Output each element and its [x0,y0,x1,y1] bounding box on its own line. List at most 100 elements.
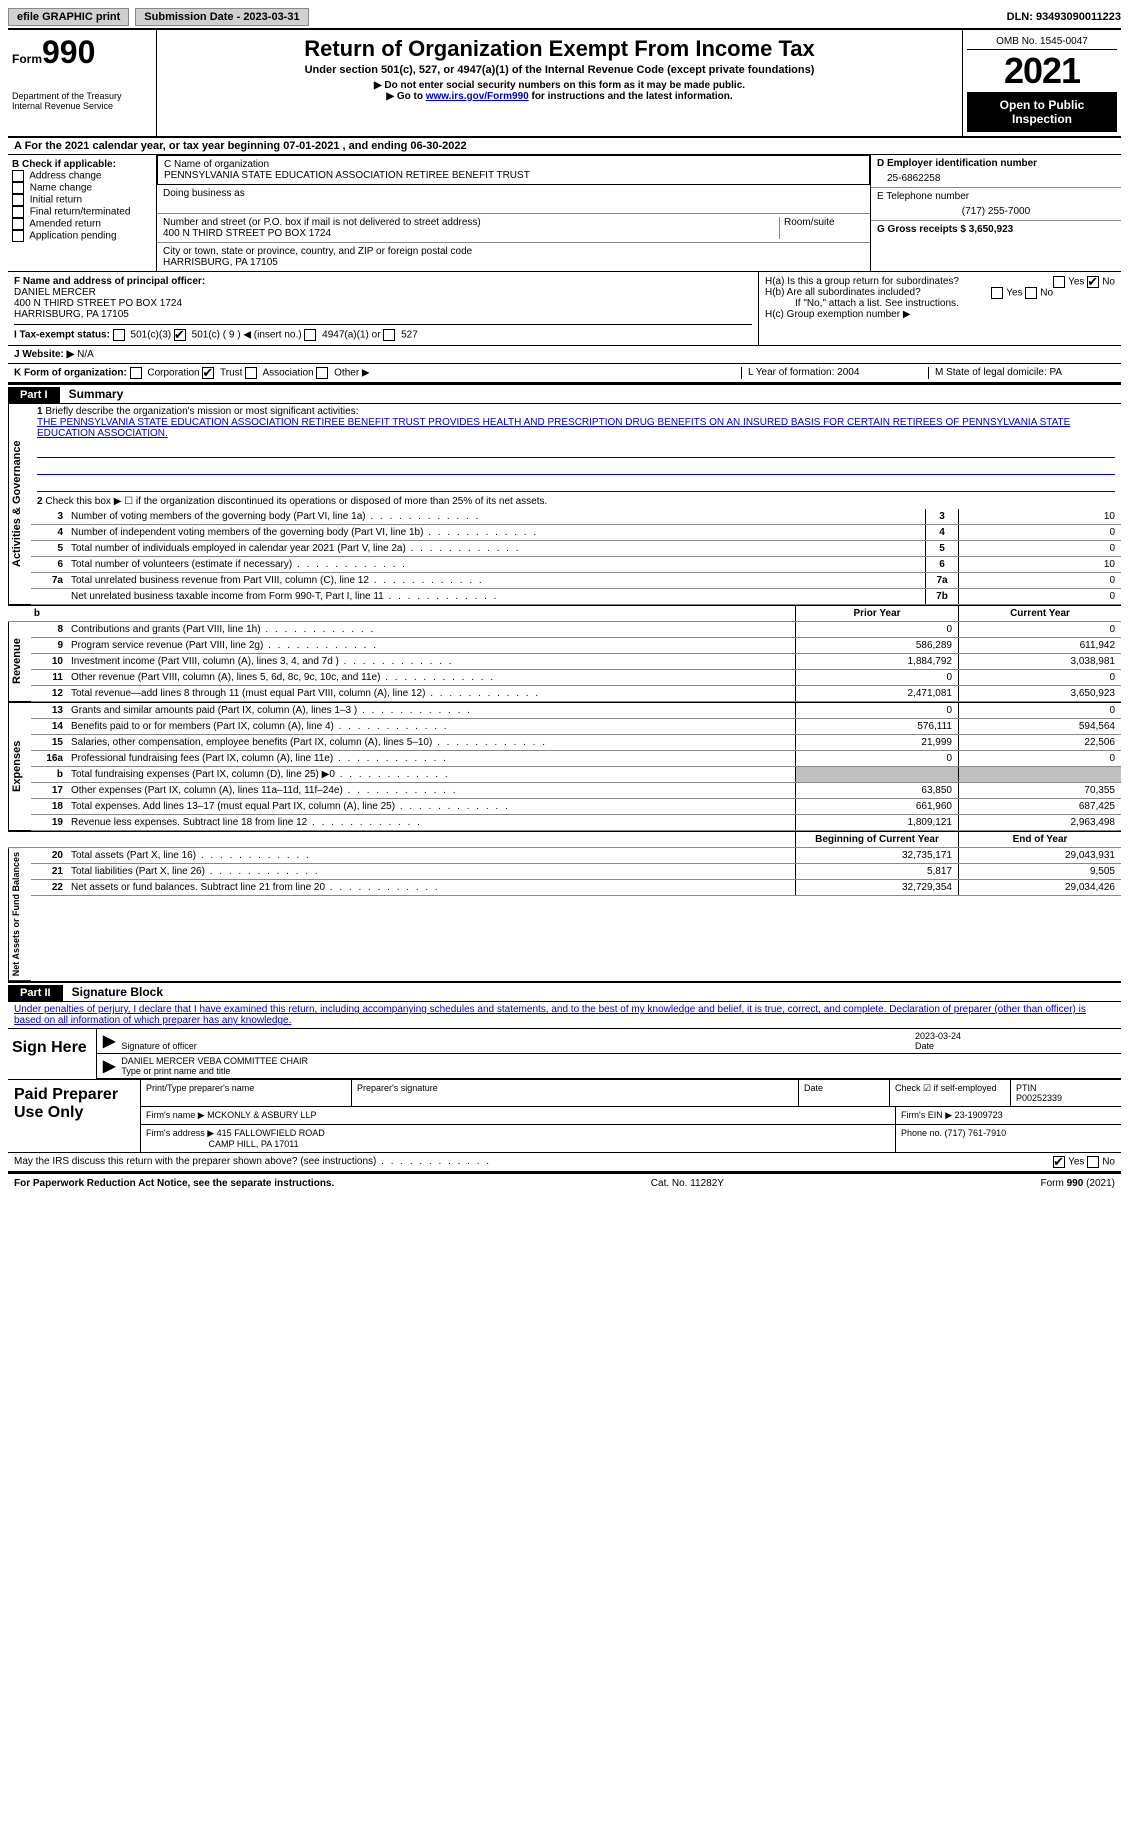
row-k: K Form of organization: Corporation Trus… [8,364,1121,383]
paid-prep-label: Paid Preparer Use Only [8,1080,141,1152]
b-item: Initial return [12,194,152,206]
assoc-checkbox[interactable] [245,367,257,379]
summary-row: 21Total liabilities (Part X, line 26)5,8… [31,864,1121,880]
summary-row: Net unrelated business taxable income fr… [31,589,1121,605]
b-item: Final return/terminated [12,206,152,218]
footer: For Paperwork Reduction Act Notice, see … [8,1172,1121,1193]
form-label: Form [12,52,42,66]
declaration: Under penalties of perjury, I declare th… [8,1002,1121,1028]
line1-label: Briefly describe the organization's miss… [45,406,358,417]
summary-row: 22Net assets or fund balances. Subtract … [31,880,1121,896]
other-checkbox[interactable] [316,367,328,379]
sig-officer-label: Signature of officer [121,1041,196,1051]
firm-ein: Firm's EIN ▶ 23-1909723 [896,1107,1121,1124]
firm-name: MCKONLY & ASBURY LLP [207,1110,316,1120]
form-number: 990 [42,34,95,70]
beginning-year-header: Beginning of Current Year [795,832,958,847]
dln-label: DLN: 93493090011223 [1007,11,1121,23]
form-title: Return of Organization Exempt From Incom… [161,36,958,62]
summary-row: 13Grants and similar amounts paid (Part … [31,703,1121,719]
row-a: A For the 2021 calendar year, or tax yea… [8,138,1121,155]
summary-row: bTotal fundraising expenses (Part IX, co… [31,767,1121,783]
ptin-label: PTIN [1016,1083,1037,1093]
submission-button[interactable]: Submission Date - 2023-03-31 [135,8,308,26]
footer-right: Form 990 (2021) [1041,1178,1115,1189]
corp-checkbox[interactable] [130,367,142,379]
form-subtitle: Under section 501(c), 527, or 4947(a)(1)… [161,64,958,76]
hb-yes[interactable] [991,287,1003,299]
room-label: Room/suite [779,217,864,239]
part2-bar: Part II Signature Block [8,981,1121,1002]
part1-header: Part I [8,387,60,403]
street-addr: 400 N THIRD STREET PO BOX 1724 [163,228,779,239]
501c3-checkbox[interactable] [113,329,125,341]
side-governance: Activities & Governance [8,404,31,605]
summary-governance: Activities & Governance 1 Briefly descri… [8,404,1121,605]
col-f: F Name and address of principal officer:… [8,272,759,345]
omb-label: OMB No. 1545-0047 [967,34,1117,50]
part2-header: Part II [8,985,63,1001]
top-bar: efile GRAPHIC print Submission Date - 20… [8,8,1121,30]
discuss-no[interactable] [1087,1156,1099,1168]
discuss-row: May the IRS discuss this return with the… [8,1153,1121,1172]
firm-name-label: Firm's name ▶ [146,1110,205,1120]
end-year-header: End of Year [958,832,1121,847]
ha-no[interactable] [1087,276,1099,288]
preparer-block: Paid Preparer Use Only Print/Type prepar… [8,1080,1121,1153]
ha-yes[interactable] [1053,276,1065,288]
part2-title: Signature Block [66,983,169,1001]
ha-label: H(a) Is this a group return for subordin… [765,276,959,287]
blank-line [37,443,1115,458]
501c-checkbox[interactable] [174,329,186,341]
firm-addr-label: Firm's address ▶ [146,1128,214,1138]
527-checkbox[interactable] [383,329,395,341]
firm-city: CAMP HILL, PA 17011 [209,1139,299,1149]
org-name: PENNSYLVANIA STATE EDUCATION ASSOCIATION… [164,170,863,181]
arrow-icon: ▶ [103,1056,115,1076]
current-year-header: Current Year [958,606,1121,621]
footer-left: For Paperwork Reduction Act Notice, see … [14,1178,334,1189]
irs-link[interactable]: www.irs.gov/Form990 [426,91,529,102]
officer-addr: 400 N THIRD STREET PO BOX 1724 [14,298,752,309]
hb-no[interactable] [1025,287,1037,299]
mission-text: THE PENNSYLVANIA STATE EDUCATION ASSOCIA… [37,417,1070,439]
m-label: M State of legal domicile: PA [928,367,1115,379]
trust-checkbox[interactable] [202,367,214,379]
hb-label: H(b) Are all subordinates included? [765,287,921,298]
col-b: B Check if applicable: Address change Na… [8,155,157,271]
discuss-label: May the IRS discuss this return with the… [14,1156,1053,1168]
sign-here-label: Sign Here [8,1029,97,1079]
efile-button[interactable]: efile GRAPHIC print [8,8,129,26]
addr-label: Number and street (or P.O. box if mail i… [163,217,779,228]
side-revenue: Revenue [8,622,31,702]
footer-center: Cat. No. 11282Y [651,1178,724,1189]
section-bc: B Check if applicable: Address change Na… [8,155,1121,272]
hc-label: H(c) Group exemption number ▶ [765,309,1115,320]
summary-row: 6Total number of volunteers (estimate if… [31,557,1121,573]
hb-note: If "No," attach a list. See instructions… [765,298,1115,309]
summary-row: 7aTotal unrelated business revenue from … [31,573,1121,589]
note2-prefix: ▶ Go to [386,91,425,102]
col-c: C Name of organization PENNSYLVANIA STAT… [157,155,870,271]
b-item: Amended return [12,218,152,230]
form-header: Form990 Department of the Treasury Inter… [8,30,1121,138]
open-inspection: Open to Public Inspection [967,92,1117,132]
b-item: Name change [12,182,152,194]
discuss-yes[interactable] [1053,1156,1065,1168]
summary-row: 5Total number of individuals employed in… [31,541,1121,557]
city-value: HARRISBURG, PA 17105 [163,257,864,268]
i-label: I Tax-exempt status: [14,330,110,341]
col-d: D Employer identification number 25-6862… [870,155,1121,271]
4947-checkbox[interactable] [304,329,316,341]
self-employed: Check ☑ if self-employed [890,1080,1011,1106]
summary-row: 11Other revenue (Part VIII, column (A), … [31,670,1121,686]
date-label: Date [915,1041,934,1051]
note1: ▶ Do not enter social security numbers o… [161,80,958,91]
officer-name: DANIEL MERCER [14,287,752,298]
f-label: F Name and address of principal officer: [14,276,752,287]
sign-block: Sign Here ▶ Signature of officer 2023-03… [8,1028,1121,1080]
dept-label: Department of the Treasury Internal Reve… [12,91,152,111]
dba-label: Doing business as [163,188,864,199]
summary-row: 16aProfessional fundraising fees (Part I… [31,751,1121,767]
summary-row: 8Contributions and grants (Part VIII, li… [31,622,1121,638]
